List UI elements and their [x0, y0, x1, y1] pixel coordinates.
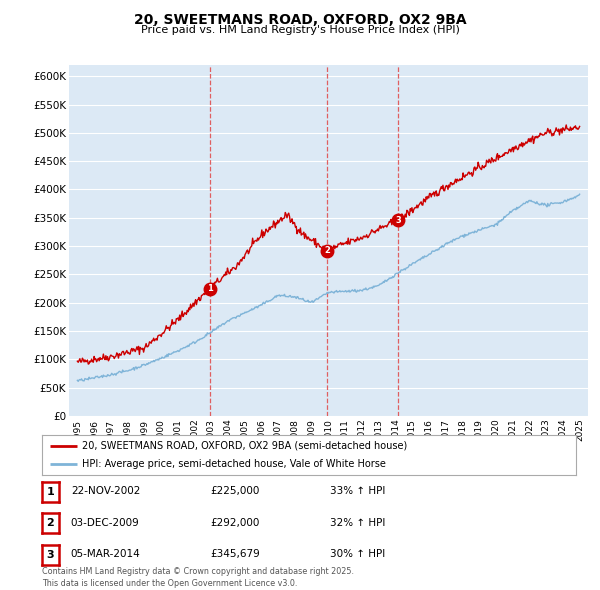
Text: HPI: Average price, semi-detached house, Vale of White Horse: HPI: Average price, semi-detached house,… — [82, 459, 386, 469]
Text: 20, SWEETMANS ROAD, OXFORD, OX2 9BA: 20, SWEETMANS ROAD, OXFORD, OX2 9BA — [134, 13, 466, 27]
Text: 2: 2 — [47, 519, 54, 528]
Text: 2: 2 — [324, 246, 330, 255]
Text: £345,679: £345,679 — [210, 549, 260, 559]
Text: Contains HM Land Registry data © Crown copyright and database right 2025.
This d: Contains HM Land Registry data © Crown c… — [42, 568, 354, 588]
Text: Price paid vs. HM Land Registry's House Price Index (HPI): Price paid vs. HM Land Registry's House … — [140, 25, 460, 35]
Text: 20, SWEETMANS ROAD, OXFORD, OX2 9BA (semi-detached house): 20, SWEETMANS ROAD, OXFORD, OX2 9BA (sem… — [82, 441, 407, 451]
Text: £225,000: £225,000 — [210, 487, 259, 496]
Text: 03-DEC-2009: 03-DEC-2009 — [71, 518, 140, 527]
Text: 05-MAR-2014: 05-MAR-2014 — [71, 549, 140, 559]
Text: 1: 1 — [206, 284, 212, 293]
Text: 33% ↑ HPI: 33% ↑ HPI — [330, 487, 385, 496]
Text: 1: 1 — [47, 487, 54, 497]
Text: 32% ↑ HPI: 32% ↑ HPI — [330, 518, 385, 527]
Text: £292,000: £292,000 — [210, 518, 259, 527]
Text: 3: 3 — [47, 550, 54, 559]
Text: 30% ↑ HPI: 30% ↑ HPI — [330, 549, 385, 559]
Text: 22-NOV-2002: 22-NOV-2002 — [71, 487, 140, 496]
Text: 3: 3 — [395, 216, 401, 225]
